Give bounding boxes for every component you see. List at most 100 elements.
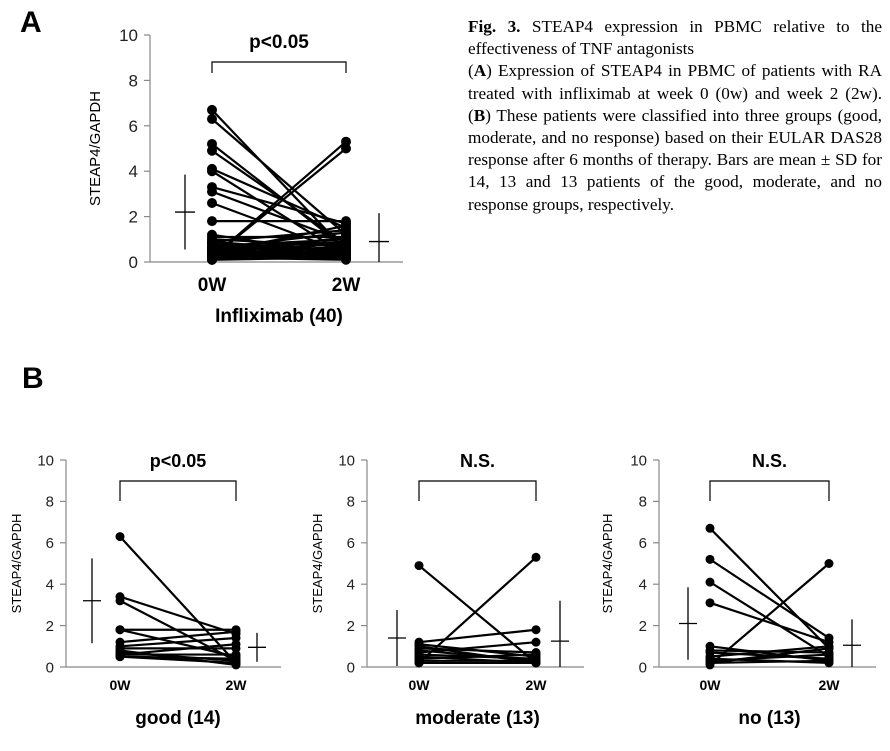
- y-axis-label: STEAP4/GAPDH: [87, 91, 104, 206]
- paired-line: [418, 647, 537, 654]
- data-point-0w: [705, 554, 715, 564]
- y-tick-label: 6: [129, 117, 138, 136]
- y-tick-label: 4: [129, 162, 138, 181]
- significance-label: N.S.: [752, 451, 787, 471]
- y-tick-label: 8: [46, 494, 54, 511]
- data-point-0w: [207, 113, 217, 124]
- significance-label: N.S.: [460, 451, 495, 471]
- data-point-0w: [705, 523, 715, 533]
- paired-line: [418, 564, 537, 664]
- data-point-2w: [824, 650, 834, 660]
- y-tick-label: 0: [639, 659, 647, 676]
- data-point-0w: [414, 561, 424, 571]
- paired-line: [119, 595, 237, 635]
- paired-line: [709, 647, 830, 664]
- data-point-0w: [207, 104, 217, 115]
- paired-line: [119, 630, 237, 644]
- y-tick-label: 0: [347, 659, 355, 676]
- data-point-0w: [115, 652, 125, 662]
- chart-b-no: 0 2 4 6 8 10 STEAP4/GAPDH 0W 2W no (13) N.S.: [600, 451, 876, 729]
- data-point-2w: [341, 232, 351, 243]
- data-point-0w: [414, 658, 424, 668]
- y-tick-label: 10: [37, 452, 54, 469]
- y-tick-label: 4: [46, 576, 54, 593]
- caption-part-b-text: These patients were classified into thre…: [468, 105, 882, 214]
- data-point-2w: [531, 650, 541, 660]
- paired-line: [211, 224, 347, 254]
- paired-line: [709, 527, 830, 650]
- paired-line: [211, 118, 347, 236]
- data-point-2w: [231, 627, 241, 637]
- y-axis-label: STEAP4/GAPDH: [600, 514, 615, 614]
- data-point-0w: [115, 532, 125, 542]
- panel-b-label: B: [22, 362, 44, 395]
- paired-line: [119, 636, 237, 648]
- paired-line: [119, 643, 237, 656]
- paired-line: [211, 235, 347, 257]
- x-category-label: 0W: [198, 275, 227, 296]
- y-tick-label: 0: [46, 659, 54, 676]
- y-tick-label: 8: [347, 494, 355, 511]
- caption-fig-label: Fig. 3.: [468, 17, 521, 36]
- y-tick-label: 6: [639, 535, 647, 552]
- y-tick-label: 6: [347, 535, 355, 552]
- x-axis-label: Infliximab (40): [215, 306, 343, 327]
- x-axis-label: good (14): [135, 708, 221, 729]
- data-point-2w: [824, 656, 834, 666]
- y-axis-label: STEAP4/GAPDH: [310, 514, 325, 614]
- paired-line: [119, 655, 237, 660]
- data-point-0w: [705, 598, 715, 608]
- y-tick-label: 2: [347, 618, 355, 635]
- significance-bracket: [211, 61, 347, 73]
- significance-label: p<0.05: [249, 32, 309, 53]
- data-point-0w: [207, 197, 217, 208]
- chart-b-good: 0 2 4 6 8 10 STEAP4/GAPDH 0W 2W good (14) p<0.05: [9, 451, 281, 729]
- data-point-0w: [115, 625, 125, 635]
- paired-line: [709, 558, 830, 639]
- data-point-2w: [531, 625, 541, 635]
- paired-line: [211, 231, 347, 250]
- paired-line: [418, 653, 537, 660]
- paired-line: [709, 581, 830, 658]
- x-category-label: 2W: [526, 677, 548, 693]
- data-point-0w: [207, 250, 217, 261]
- significance-label: p<0.05: [150, 451, 207, 471]
- paired-line: [211, 240, 347, 261]
- significance-bracket: [119, 480, 237, 501]
- y-tick-label: 10: [338, 452, 355, 469]
- caption-part-b-label: B: [473, 105, 486, 125]
- y-tick-label: 8: [639, 494, 647, 511]
- paired-line: [211, 256, 347, 261]
- y-tick-label: 0: [129, 253, 138, 272]
- y-tick-label: 2: [639, 618, 647, 635]
- paired-line: [709, 659, 830, 664]
- x-axis-label: moderate (13): [415, 708, 540, 729]
- data-point-2w: [341, 250, 351, 261]
- data-point-0w: [207, 216, 217, 227]
- data-point-2w: [341, 136, 351, 147]
- data-point-2w: [824, 559, 834, 568]
- paired-line: [418, 641, 537, 654]
- paired-line: [119, 535, 237, 664]
- x-category-label: 2W: [226, 677, 248, 693]
- data-point-2w: [531, 658, 541, 668]
- y-tick-label: 10: [119, 26, 138, 45]
- data-point-2w: [824, 643, 834, 653]
- x-category-label: 0W: [409, 677, 431, 693]
- significance-bracket: [709, 480, 830, 501]
- data-point-0w: [207, 186, 217, 197]
- caption-title: STEAP4 expression in PBMC relative to th…: [468, 17, 883, 59]
- data-point-0w: [115, 596, 125, 606]
- y-tick-label: 4: [639, 576, 647, 593]
- caption-part-a-text: Expression of STEAP4 in PBMC of patients…: [468, 61, 882, 103]
- data-point-2w: [231, 654, 241, 664]
- x-axis-label: no (13): [738, 708, 800, 729]
- paired-line: [418, 628, 537, 644]
- paired-line: [709, 562, 830, 666]
- x-category-label: 2W: [819, 677, 841, 693]
- paired-line: [211, 190, 347, 243]
- data-point-0w: [207, 145, 217, 156]
- x-category-label: 2W: [332, 275, 361, 296]
- y-tick-label: 10: [630, 452, 647, 469]
